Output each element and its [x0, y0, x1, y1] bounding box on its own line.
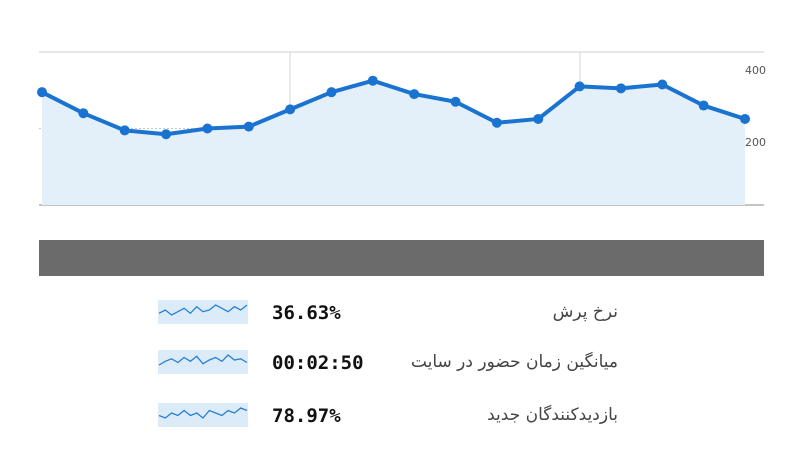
chart-point-0 [37, 87, 47, 98]
chart-point-17 [740, 113, 750, 124]
chart-series-line [41, 78, 746, 137]
chart-point-10 [450, 96, 461, 107]
section-divider-bar [39, 240, 764, 276]
sparkline [158, 300, 248, 324]
sparkline-line [158, 354, 248, 366]
chart-point-6 [285, 104, 296, 115]
y-tick-200: 200 [745, 136, 766, 149]
chart-point-12 [533, 113, 544, 124]
chart-point-14 [615, 83, 626, 94]
metric-value: 36.63% [272, 302, 341, 324]
chart-point-7 [326, 87, 337, 98]
metric-label: بازدیدکنندگان جدید [487, 405, 618, 425]
metric-bounce-rate[interactable]: 36.63% نرخ پرش [0, 300, 800, 330]
sparkline-line [158, 407, 248, 419]
chart-point-9 [409, 89, 420, 100]
chart-point-8 [367, 75, 378, 86]
sparkline [158, 350, 248, 374]
chart-point-13 [574, 81, 585, 92]
metric-value: 78.97% [272, 405, 341, 427]
metric-label: نرخ پرش [552, 302, 618, 322]
chart-point-15 [657, 79, 668, 90]
metric-value: 00:02:50 [272, 352, 364, 374]
chart-point-4 [202, 123, 213, 134]
visits-chart-svg [37, 51, 764, 206]
chart-point-1 [78, 108, 89, 119]
visits-chart: 400 200 [0, 0, 800, 215]
sparkline [158, 403, 248, 427]
metric-label: میانگین زمان حضور در سایت [410, 352, 618, 372]
metric-avg-time-on-site[interactable]: 00:02:50 میانگین زمان حضور در سایت [0, 350, 800, 380]
chart-point-3 [161, 129, 172, 140]
sparkline-line [158, 304, 248, 316]
y-tick-400: 400 [745, 64, 766, 77]
chart-area-fill [42, 80, 745, 205]
metric-new-visitors[interactable]: 78.97% بازدیدکنندگان جدید [0, 403, 800, 433]
chart-point-16 [698, 100, 709, 111]
chart-point-11 [491, 117, 502, 128]
chart-point-5 [243, 121, 254, 132]
chart-point-2 [119, 125, 130, 136]
